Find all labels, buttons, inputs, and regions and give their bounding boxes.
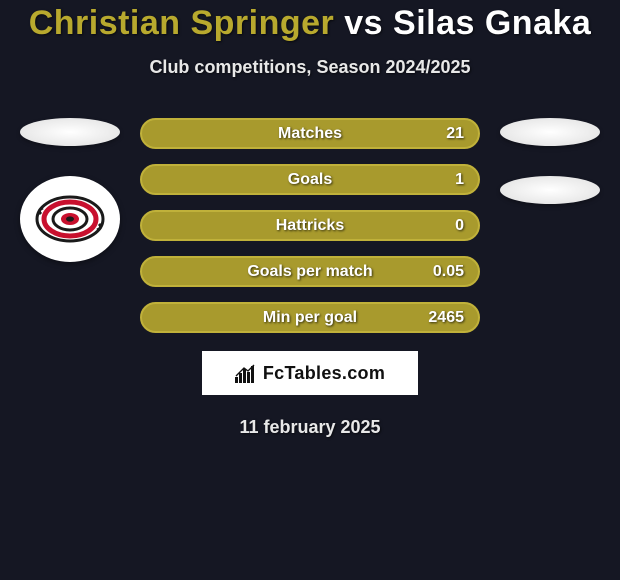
club-logo (20, 176, 120, 262)
bar-chart-icon (235, 363, 257, 383)
site-badge[interactable]: FcTables.com (202, 351, 418, 395)
player-badge (20, 118, 120, 146)
title-part: Christian Springer (29, 4, 335, 42)
stat-label: Goals (288, 171, 332, 189)
subtitle: Club competitions, Season 2024/2025 (0, 57, 620, 78)
stat-value: 1 (455, 171, 464, 189)
stat-bar: Goals 1 (140, 164, 480, 195)
stat-value: 0.05 (433, 263, 464, 281)
site-name: FcTables.com (263, 363, 385, 384)
stat-value: 0 (455, 217, 464, 235)
stat-bar: Hattricks 0 (140, 210, 480, 241)
player-badge (500, 176, 600, 204)
stat-label: Goals per match (247, 263, 372, 281)
stat-value: 21 (446, 125, 464, 143)
stat-bar: Goals per match 0.05 (140, 256, 480, 287)
title-part: Silas Gnaka (393, 4, 591, 42)
date-label: 11 february 2025 (0, 417, 620, 438)
player-badge (500, 118, 600, 146)
left-player-col (20, 118, 120, 262)
stat-bar: Min per goal 2465 (140, 302, 480, 333)
stat-label: Min per goal (263, 309, 357, 327)
stat-bar: Matches 21 (140, 118, 480, 149)
stat-label: Matches (278, 125, 342, 143)
right-player-col (500, 118, 600, 204)
stat-label: Hattricks (276, 217, 344, 235)
hurricane-logo-icon (35, 184, 105, 254)
page-title: Christian Springer vs Silas Gnaka (0, 4, 620, 43)
title-part: vs (334, 4, 393, 42)
comparison-row: Matches 21 Goals 1 Hattricks 0 Goals per match… (0, 118, 620, 333)
stats-column: Matches 21 Goals 1 Hattricks 0 Goals per match… (140, 118, 480, 333)
stat-value: 2465 (428, 309, 464, 327)
